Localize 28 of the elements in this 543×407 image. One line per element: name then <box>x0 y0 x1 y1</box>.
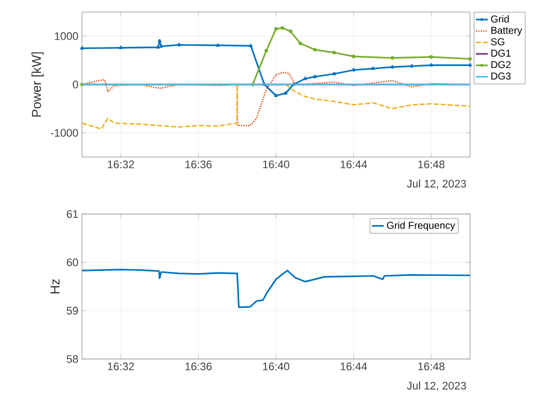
x-tick-label: 16:36 <box>186 160 212 168</box>
y-tick-label: 59 <box>66 306 78 315</box>
y-tick-label: 0 <box>72 80 78 88</box>
y-tick-label: 61 <box>66 210 78 218</box>
legend-label: SG <box>491 38 504 46</box>
x-tick-label: 16:40 <box>263 362 290 370</box>
y-tick-label: 58 <box>66 355 78 363</box>
x-tick-label: 16:32 <box>108 160 134 168</box>
x-tick-label: 16:48 <box>418 160 444 168</box>
y-axis-title: Power [kW] <box>32 52 44 117</box>
x-tick-label: 16:40 <box>263 160 290 168</box>
text: Jul 12, 2023 <box>406 382 466 391</box>
x-tick-label: 16:44 <box>340 362 367 370</box>
legend-label: DG2 <box>491 61 511 68</box>
legend-label: DG1 <box>491 50 511 57</box>
y-tick-label: 60 <box>66 258 78 266</box>
y-tick-label: 1000 <box>54 32 78 40</box>
text: Jul 12, 2023 <box>406 180 466 189</box>
legend-label: DG3 <box>491 72 511 80</box>
x-tick-label: 16:48 <box>418 362 444 370</box>
x-tick-label: 16:32 <box>108 362 134 370</box>
x-tick-label: 16:36 <box>186 362 212 370</box>
legend-label: Grid Frequency <box>387 222 456 231</box>
y-tick-label: -1000 <box>50 128 78 137</box>
y-axis-title: Hz <box>50 279 60 294</box>
x-tick-label: 16:44 <box>340 160 367 168</box>
legend-label: Grid <box>491 15 509 22</box>
legend-label: Battery <box>491 26 522 36</box>
